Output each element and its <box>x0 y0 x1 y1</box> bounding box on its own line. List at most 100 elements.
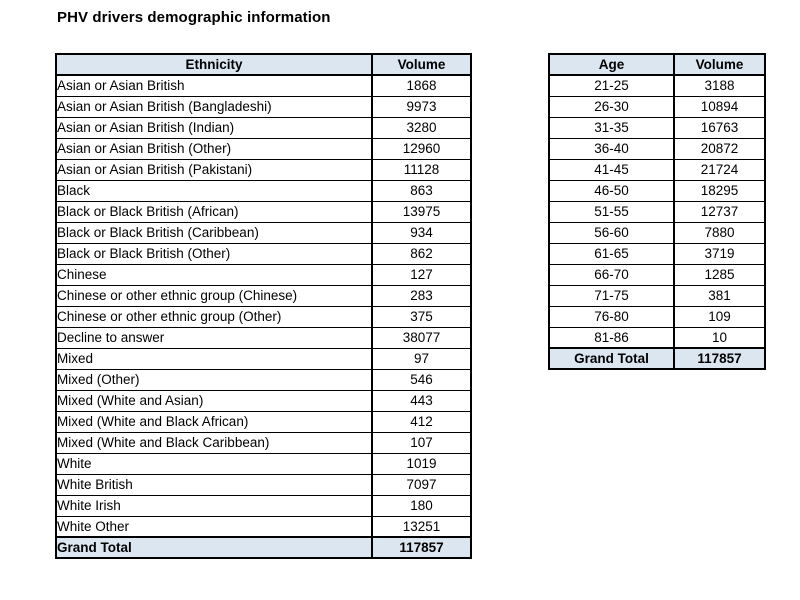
volume-cell: 7880 <box>673 221 766 244</box>
table-row: Black or Black British (Other) 862 <box>55 242 472 265</box>
ethnicity-cell: Chinese or other ethnic group (Other) <box>55 305 373 328</box>
volume-cell: 3719 <box>673 242 766 265</box>
grand-total-value: 117857 <box>673 347 766 370</box>
volume-cell: 381 <box>673 284 766 307</box>
volume-cell: 10894 <box>673 95 766 118</box>
table-row: Asian or Asian British (Other) 12960 <box>55 137 472 160</box>
volume-cell: 109 <box>673 305 766 328</box>
age-range-cell: 81-86 <box>548 326 675 349</box>
table-row: Mixed (Other) 546 <box>55 368 472 391</box>
volume-column-header: Volume <box>673 53 766 76</box>
grand-total-row: Grand Total 117857 <box>55 536 472 559</box>
table-row: 21-25 3188 <box>548 74 766 97</box>
table-row: 76-80 109 <box>548 305 766 328</box>
table-row: White British 7097 <box>55 473 472 496</box>
table-row: 81-86 10 <box>548 326 766 349</box>
age-range-cell: 31-35 <box>548 116 675 139</box>
ethnicity-cell: Decline to answer <box>55 326 373 349</box>
grand-total-row: Grand Total 117857 <box>548 347 766 370</box>
table-row: Mixed (White and Black African) 412 <box>55 410 472 433</box>
table-row: 41-45 21724 <box>548 158 766 181</box>
ethnicity-cell: Asian or Asian British <box>55 74 373 97</box>
volume-cell: 21724 <box>673 158 766 181</box>
volume-cell: 20872 <box>673 137 766 160</box>
volume-cell: 375 <box>371 305 472 328</box>
volume-column-header: Volume <box>371 53 472 76</box>
volume-cell: 3188 <box>673 74 766 97</box>
volume-cell: 546 <box>371 368 472 391</box>
volume-cell: 1868 <box>371 74 472 97</box>
table-row: Asian or Asian British (Bangladeshi) 9973 <box>55 95 472 118</box>
ethnicity-cell: White <box>55 452 373 475</box>
age-range-cell: 21-25 <box>548 74 675 97</box>
table-row: 61-65 3719 <box>548 242 766 265</box>
volume-cell: 16763 <box>673 116 766 139</box>
age-range-cell: 71-75 <box>548 284 675 307</box>
volume-cell: 13975 <box>371 200 472 223</box>
age-range-cell: 56-60 <box>548 221 675 244</box>
volume-cell: 12737 <box>673 200 766 223</box>
volume-cell: 443 <box>371 389 472 412</box>
age-range-cell: 46-50 <box>548 179 675 202</box>
page-title: PHV drivers demographic information <box>57 9 331 26</box>
table-row: 46-50 18295 <box>548 179 766 202</box>
age-range-cell: 66-70 <box>548 263 675 286</box>
table-row: Mixed (White and Black Caribbean) 107 <box>55 431 472 454</box>
table-row: Chinese 127 <box>55 263 472 286</box>
table-row: 56-60 7880 <box>548 221 766 244</box>
volume-cell: 12960 <box>371 137 472 160</box>
table-row: 36-40 20872 <box>548 137 766 160</box>
volume-cell: 11128 <box>371 158 472 181</box>
age-range-cell: 51-55 <box>548 200 675 223</box>
table-row: Mixed (White and Asian) 443 <box>55 389 472 412</box>
age-range-cell: 61-65 <box>548 242 675 265</box>
table-row: 31-35 16763 <box>548 116 766 139</box>
volume-cell: 863 <box>371 179 472 202</box>
volume-cell: 7097 <box>371 473 472 496</box>
age-range-cell: 76-80 <box>548 305 675 328</box>
grand-total-label: Grand Total <box>55 536 373 559</box>
table-row: White Irish 180 <box>55 494 472 517</box>
ethnicity-cell: Asian or Asian British (Pakistani) <box>55 158 373 181</box>
age-range-cell: 41-45 <box>548 158 675 181</box>
table-row: 66-70 1285 <box>548 263 766 286</box>
table-row: White Other 13251 <box>55 515 472 538</box>
ethnicity-cell: White Irish <box>55 494 373 517</box>
table-row: Asian or Asian British 1868 <box>55 74 472 97</box>
table-row: Mixed 97 <box>55 347 472 370</box>
volume-cell: 97 <box>371 347 472 370</box>
table-row: Asian or Asian British (Pakistani) 11128 <box>55 158 472 181</box>
volume-cell: 10 <box>673 326 766 349</box>
ethnicity-column-header: Ethnicity <box>55 53 373 76</box>
table-row: White 1019 <box>55 452 472 475</box>
ethnicity-cell: Asian or Asian British (Bangladeshi) <box>55 95 373 118</box>
table-row: Chinese or other ethnic group (Chinese) 2… <box>55 284 472 307</box>
age-range-cell: 26-30 <box>548 95 675 118</box>
age-range-cell: 36-40 <box>548 137 675 160</box>
ethnicity-volume-table: Ethnicity Volume Asian or Asian British 1… <box>55 53 472 559</box>
table-row: 51-55 12737 <box>548 200 766 223</box>
volume-cell: 18295 <box>673 179 766 202</box>
volume-cell: 934 <box>371 221 472 244</box>
volume-cell: 38077 <box>371 326 472 349</box>
ethnicity-cell: Mixed (White and Black Caribbean) <box>55 431 373 454</box>
table-row: 26-30 10894 <box>548 95 766 118</box>
ethnicity-cell: Chinese or other ethnic group (Chinese) <box>55 284 373 307</box>
volume-cell: 1019 <box>371 452 472 475</box>
volume-cell: 9973 <box>371 95 472 118</box>
age-column-header: Age <box>548 53 675 76</box>
table-row: Asian or Asian British (Indian) 3280 <box>55 116 472 139</box>
volume-cell: 1285 <box>673 263 766 286</box>
volume-cell: 180 <box>371 494 472 517</box>
ethnicity-cell: Black or Black British (Other) <box>55 242 373 265</box>
ethnicity-cell: Black <box>55 179 373 202</box>
ethnicity-cell: White British <box>55 473 373 496</box>
header-row: Ethnicity Volume <box>55 53 472 76</box>
table-row: Black or Black British (African) 13975 <box>55 200 472 223</box>
volume-cell: 13251 <box>371 515 472 538</box>
ethnicity-cell: Mixed (White and Black African) <box>55 410 373 433</box>
volume-cell: 127 <box>371 263 472 286</box>
ethnicity-cell: Black or Black British (Caribbean) <box>55 221 373 244</box>
ethnicity-cell: Asian or Asian British (Other) <box>55 137 373 160</box>
table-row: Chinese or other ethnic group (Other) 375 <box>55 305 472 328</box>
